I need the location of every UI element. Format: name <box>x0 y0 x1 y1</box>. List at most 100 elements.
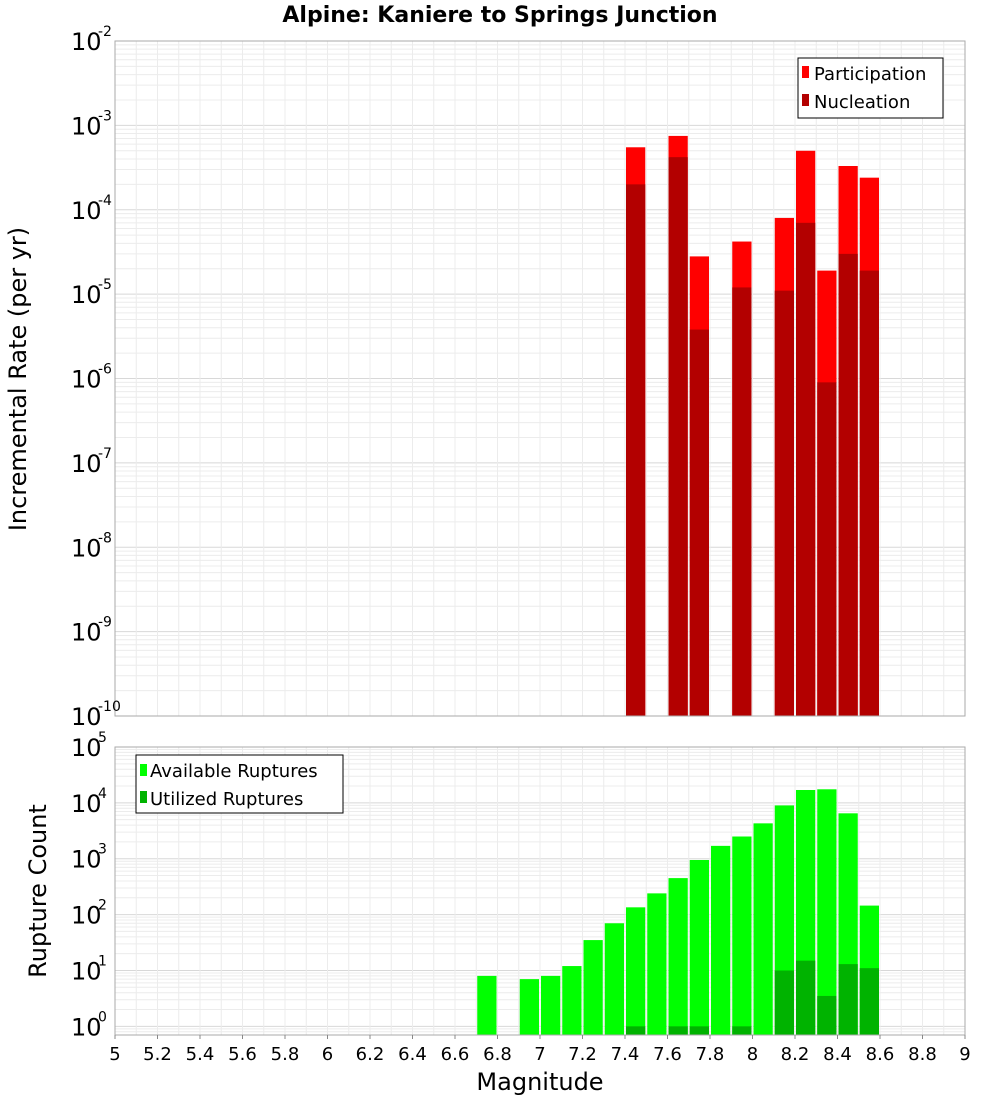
bar-nucleation <box>796 222 816 716</box>
bar-nucleation <box>838 253 858 716</box>
x-tick-label: 9 <box>959 1044 970 1065</box>
bar-utilized-ruptures <box>668 1026 688 1035</box>
y-tick-base: 10 <box>71 957 102 985</box>
top-y-axis-label: Incremental Rate (per yr) <box>4 227 32 531</box>
legend-label-utilized-ruptures: Utilized Ruptures <box>150 789 303 810</box>
x-tick-label: 8.2 <box>781 1044 810 1065</box>
x-tick-label: 7.6 <box>653 1044 682 1065</box>
bar-available-ruptures <box>541 975 561 1035</box>
y-tick-exponent: -6 <box>98 362 112 378</box>
bar-available-ruptures <box>711 845 731 1035</box>
x-tick-label: 6.8 <box>483 1044 512 1065</box>
top-grid <box>114 41 966 717</box>
bar-available-ruptures <box>583 940 603 1035</box>
y-tick-base: 10 <box>71 846 102 874</box>
x-tick-label: 5 <box>109 1044 120 1065</box>
bar-nucleation <box>689 329 709 716</box>
top-legend-box <box>797 57 944 119</box>
y-tick-exponent: -9 <box>98 615 112 631</box>
bar-available-ruptures <box>689 859 709 1035</box>
y-tick-base: 10 <box>71 902 102 930</box>
bottom-y-axis-label: Rupture Count <box>24 804 52 978</box>
y-tick-exponent: 2 <box>98 898 107 914</box>
y-tick-label: 103 <box>71 842 107 874</box>
x-tick-label: 7 <box>534 1044 545 1065</box>
x-tick-label: 5.4 <box>186 1044 215 1065</box>
y-tick-base: 10 <box>71 534 102 562</box>
y-tick-label: 10-2 <box>71 24 112 56</box>
bar-nucleation <box>859 270 879 716</box>
x-ticks: 5 5.2 5.4 5.6 5.8 6 6.2 6.4 6.6 6.8 7 7.2 7.4 7.6 7.8 8… <box>109 1035 971 1065</box>
legend-label-participation: Participation <box>814 64 926 85</box>
bar-nucleation <box>668 157 688 717</box>
y-tick-label: 10-9 <box>71 615 112 647</box>
bar-utilized-ruptures <box>732 1026 752 1035</box>
bar-available-ruptures <box>753 823 773 1035</box>
bar-utilized-ruptures <box>796 960 816 1035</box>
legend-swatch-nucleation <box>802 94 809 106</box>
x-tick-label: 6.6 <box>441 1044 470 1065</box>
bar-utilized-ruptures <box>774 970 794 1035</box>
x-tick-label: 5.6 <box>228 1044 257 1065</box>
y-tick-base: 10 <box>71 28 102 56</box>
y-tick-label: 10-5 <box>71 277 112 309</box>
x-tick-label: 5.8 <box>271 1044 300 1065</box>
y-tick-label: 102 <box>71 898 107 930</box>
bar-available-ruptures <box>817 789 837 1035</box>
top-plot-frame <box>114 40 966 717</box>
y-tick-exponent: 4 <box>98 786 107 802</box>
bar-utilized-ruptures <box>859 968 879 1035</box>
legend-label-available-ruptures: Available Ruptures <box>150 761 318 782</box>
y-tick-label: 100 <box>71 1009 107 1041</box>
y-tick-base: 10 <box>71 790 102 818</box>
bottom-legend-box <box>135 754 344 814</box>
x-tick-label: 6.2 <box>356 1044 385 1065</box>
legend-swatch-participation <box>802 66 809 78</box>
legend-swatch-available-ruptures <box>140 764 147 776</box>
y-tick-label: 105 <box>71 730 107 762</box>
y-tick-exponent: -10 <box>98 699 121 715</box>
x-tick-label: 6 <box>322 1044 333 1065</box>
y-tick-base: 10 <box>71 1013 102 1041</box>
y-tick-base: 10 <box>71 366 102 394</box>
y-tick-label: 10-7 <box>71 446 112 478</box>
x-tick-label: 7.8 <box>696 1044 725 1065</box>
top-legend: Participation Nucleation <box>797 57 944 119</box>
bar-utilized-ruptures <box>626 1026 646 1035</box>
bar-available-ruptures <box>668 878 688 1035</box>
bar-nucleation <box>774 290 794 716</box>
x-tick-label: 7.2 <box>568 1044 597 1065</box>
bar-available-ruptures <box>604 923 624 1035</box>
bar-available-ruptures <box>626 907 646 1035</box>
y-tick-exponent: -3 <box>98 108 112 124</box>
x-tick-label: 8 <box>747 1044 758 1065</box>
bar-available-ruptures <box>732 836 752 1035</box>
x-tick-label: 6.4 <box>398 1044 427 1065</box>
y-tick-base: 10 <box>71 619 102 647</box>
x-tick-label: 5.2 <box>143 1044 172 1065</box>
bar-available-ruptures <box>519 979 539 1035</box>
legend-label-nucleation: Nucleation <box>814 92 910 113</box>
bar-nucleation <box>817 382 837 716</box>
y-tick-base: 10 <box>71 734 102 762</box>
bar-utilized-ruptures <box>689 1026 709 1035</box>
y-tick-base: 10 <box>71 197 102 225</box>
bottom-bars <box>477 789 879 1035</box>
x-tick-label: 8.8 <box>908 1044 937 1065</box>
y-tick-label: 10-4 <box>71 193 112 225</box>
y-tick-label: 10-6 <box>71 362 112 394</box>
y-tick-label: 101 <box>71 953 107 985</box>
legend-swatch-utilized-ruptures <box>140 791 147 803</box>
bar-utilized-ruptures <box>817 995 837 1035</box>
y-tick-base: 10 <box>71 112 102 140</box>
y-tick-base: 10 <box>71 703 102 731</box>
y-tick-exponent: 5 <box>98 730 107 746</box>
x-tick-label: 8.4 <box>823 1044 852 1065</box>
bar-available-ruptures <box>477 975 497 1035</box>
y-tick-label: 10-3 <box>71 108 112 140</box>
x-axis-label: Magnitude <box>476 1068 603 1096</box>
